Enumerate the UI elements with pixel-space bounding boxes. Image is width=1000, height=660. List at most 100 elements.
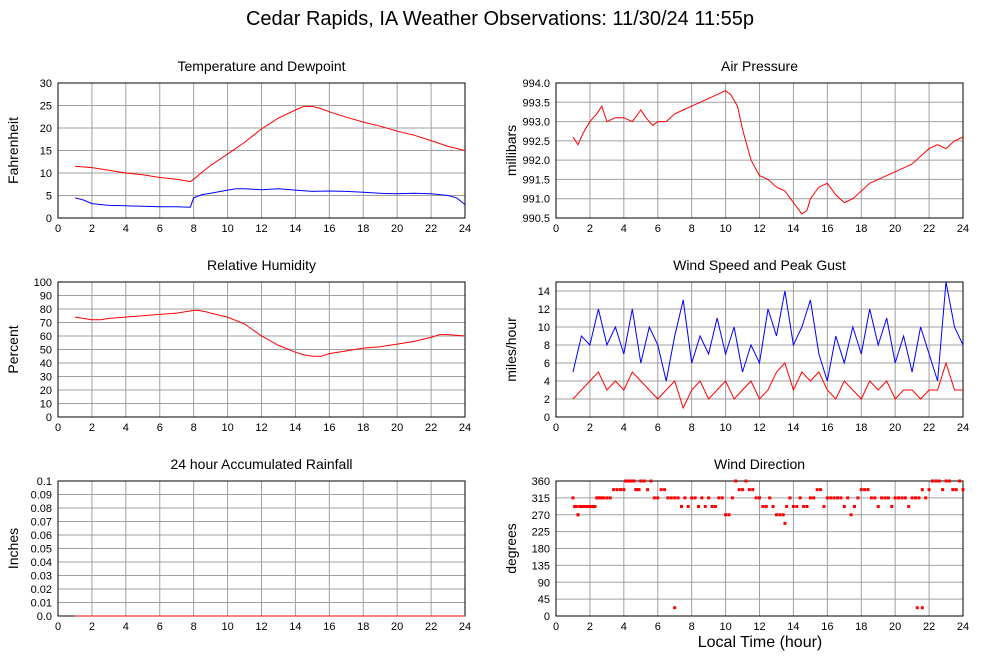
temp-series-red [74, 105, 466, 183]
rain-ytick: 0.01 [31, 598, 52, 610]
dir-point [720, 496, 724, 500]
dir-point [849, 513, 853, 517]
dir-point [639, 479, 643, 483]
wind-title: Wind Speed and Peak Gust [673, 257, 846, 273]
temp-xtick: 20 [391, 223, 403, 235]
dir-point [832, 496, 836, 500]
dir-point [859, 488, 863, 492]
dir-point [890, 505, 894, 508]
dir-point [791, 505, 795, 508]
dir-point [863, 488, 867, 492]
temp-ytick: 10 [40, 168, 52, 180]
rain-ytick: 0.1 [37, 476, 52, 488]
dir-point [710, 505, 714, 508]
rh-xtick: 22 [425, 422, 437, 434]
dir-point [600, 496, 604, 500]
dir-point [591, 505, 595, 508]
wind-ytick: 10 [538, 322, 550, 334]
pres-frame [555, 82, 964, 219]
dir-point [961, 488, 965, 492]
dir-point [642, 479, 646, 483]
dir-point [822, 505, 826, 508]
temp-title: Temperature and Dewpoint [177, 58, 345, 74]
dir-point [805, 505, 809, 508]
dir-point [696, 505, 700, 508]
pres-xtick: 22 [923, 223, 935, 235]
rh-ytick: 90 [40, 291, 52, 303]
dir-point [632, 479, 636, 483]
temp-ytick: 30 [40, 78, 52, 90]
dir-ytick: 45 [538, 594, 550, 606]
dir-point [707, 496, 711, 500]
page-title: Cedar Rapids, IA Weather Observations: 1… [245, 8, 755, 30]
rain-ytick: 0.07 [31, 517, 52, 529]
dir-point [686, 505, 690, 508]
rain-ytick: 0.08 [31, 503, 52, 515]
dir-point [571, 496, 575, 500]
dir-xtick: 24 [957, 621, 969, 633]
dir-ytick: 225 [532, 527, 550, 539]
dir-xtick: 2 [587, 621, 593, 633]
wind-ytick: 12 [538, 304, 550, 316]
wind-series-blue [572, 281, 964, 382]
rh-title: Relative Humidity [207, 257, 316, 273]
dir-point [618, 488, 622, 492]
rh-ylabel: Percent [5, 325, 21, 373]
temp-ytick: 15 [40, 146, 52, 158]
wind-ytick: 0 [544, 412, 550, 424]
temp-xtick: 24 [459, 223, 471, 235]
dir-point [788, 496, 792, 500]
dir-point [768, 496, 772, 500]
pres-xtick: 24 [957, 223, 969, 235]
dir-point [646, 488, 650, 492]
dir-point [839, 496, 843, 500]
pres-xtick: 10 [719, 223, 731, 235]
rh-ytick: 0 [46, 412, 52, 424]
dir-point [852, 505, 856, 508]
wind-xtick: 14 [787, 422, 799, 434]
dir-point [595, 496, 599, 500]
wind-ytick: 14 [538, 286, 550, 298]
pres-ylabel: millibars [503, 125, 519, 176]
temp-ytick: 5 [46, 191, 52, 203]
dir-point [578, 505, 582, 508]
dir-point [781, 513, 785, 517]
rain-xtick: 22 [425, 621, 437, 633]
pres-xtick: 16 [821, 223, 833, 235]
rain-title: 24 hour Accumulated Rainfall [170, 456, 352, 472]
dir-point [630, 479, 634, 483]
dir-point [897, 496, 901, 500]
dir-point [751, 488, 755, 492]
dir-point [574, 505, 578, 508]
dir-point [886, 496, 890, 500]
rain-ytick: 0.0 [37, 611, 52, 623]
rh-ytick: 30 [40, 372, 52, 384]
dir-point [615, 488, 619, 492]
wind-xtick: 4 [621, 422, 627, 434]
pres-xtick: 8 [689, 223, 695, 235]
dir-point [825, 496, 829, 500]
wind-frame [555, 281, 964, 418]
dir-point [873, 496, 877, 500]
wind-ytick: 2 [544, 394, 550, 406]
rain-ytick: 0.03 [31, 571, 52, 583]
dir-point [703, 505, 707, 508]
dir-point [634, 488, 638, 492]
dir-point [819, 488, 823, 492]
dir-point [612, 488, 616, 492]
dir-point [573, 505, 577, 508]
dir-point [761, 505, 765, 508]
dir-point [914, 496, 918, 500]
temp-xtick: 0 [55, 223, 61, 235]
dir-point [764, 505, 768, 508]
dir-point [713, 505, 717, 508]
dir-point [883, 496, 887, 500]
dir-point [924, 496, 928, 500]
dir-point [954, 488, 958, 492]
wind-xtick: 0 [553, 422, 559, 434]
dir-xtick: 6 [655, 621, 661, 633]
dir-point [717, 496, 721, 500]
rh-series-red [74, 309, 466, 357]
dir-xtick: 18 [855, 621, 867, 633]
temp-xtick: 4 [123, 223, 129, 235]
